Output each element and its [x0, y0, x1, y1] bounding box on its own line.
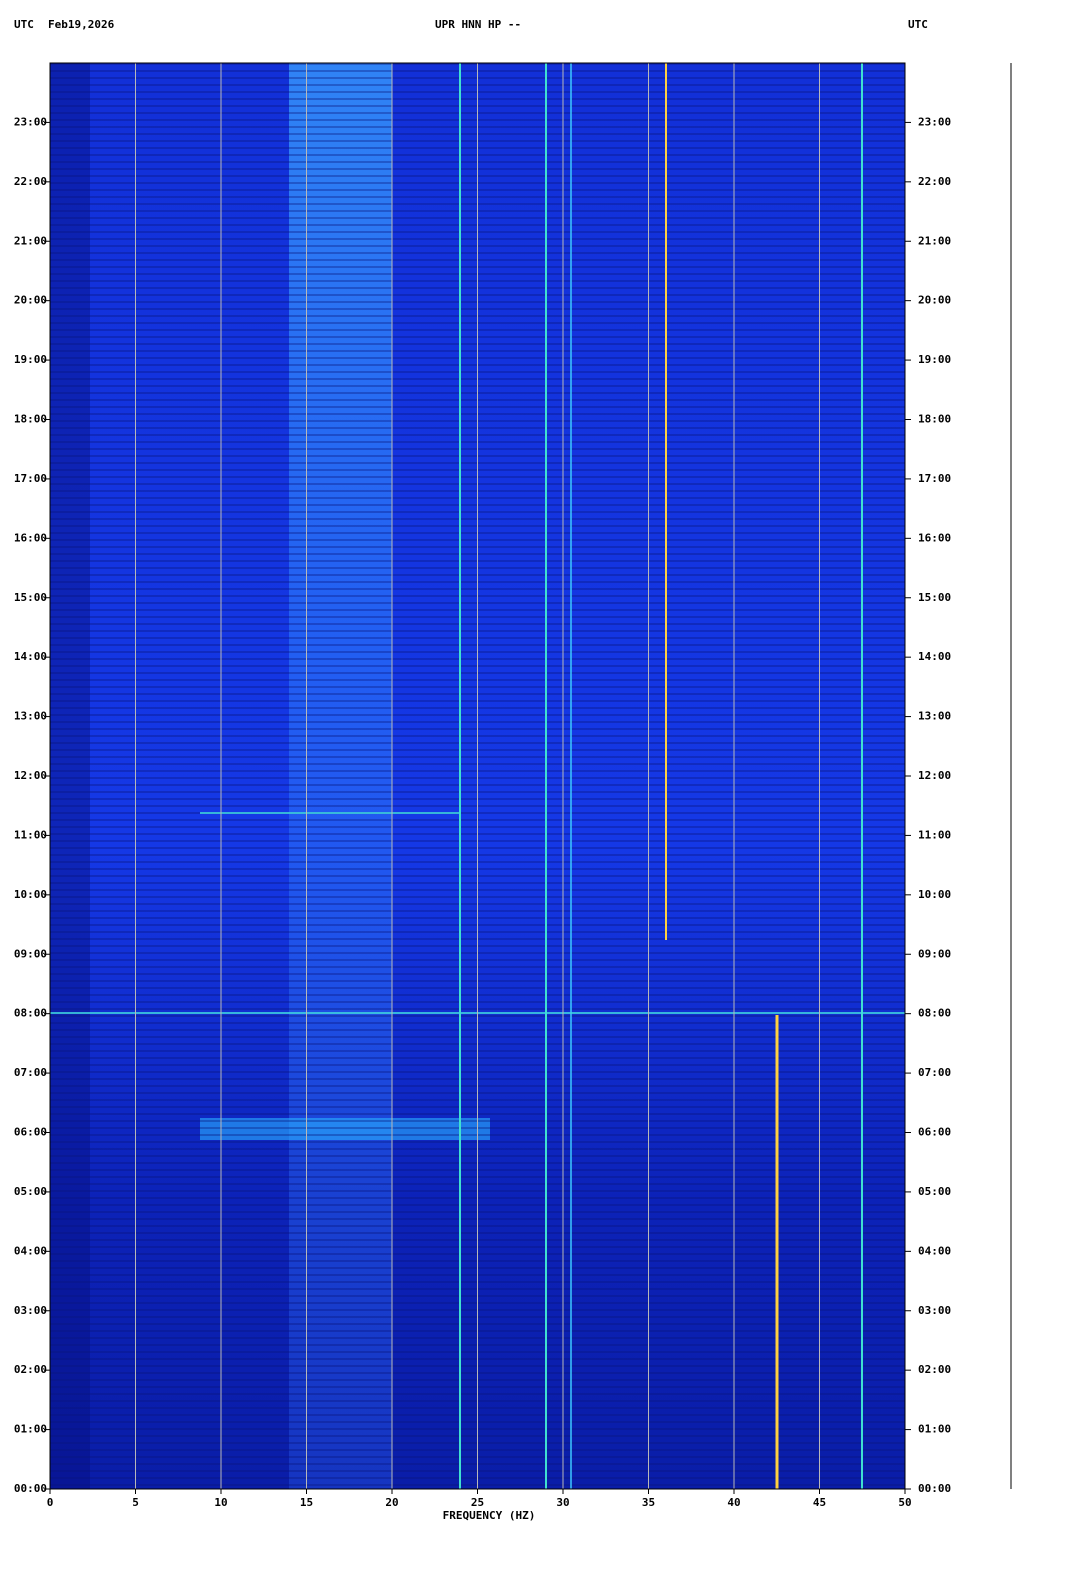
y-tick-label: 17:00 [14, 472, 47, 485]
spectrogram-image [49, 63, 906, 1489]
x-tick-label: 10 [214, 1496, 227, 1509]
y-tick-label: 04:00 [918, 1244, 951, 1257]
x-axis-label: FREQUENCY (HZ) [443, 1509, 536, 1522]
y-tick-label: 19:00 [14, 353, 47, 366]
x-tick-label: 50 [898, 1496, 911, 1509]
y-tick-label: 09:00 [14, 947, 47, 960]
y-tick-label: 11:00 [918, 828, 951, 841]
y-tick-label: 14:00 [14, 650, 47, 663]
y-tick-label: 15:00 [918, 591, 951, 604]
station: UPR HNN HP -- [435, 18, 521, 31]
y-tick-label: 12:00 [918, 769, 951, 782]
y-tick-label: 08:00 [14, 1007, 47, 1020]
y-tick-label: 20:00 [14, 294, 47, 307]
right-timezone: UTC [908, 18, 928, 31]
y-tick-label: 14:00 [918, 650, 951, 663]
y-tick-label: 10:00 [918, 888, 951, 901]
x-tick-label: 35 [642, 1496, 655, 1509]
y-tick-label: 21:00 [918, 234, 951, 247]
y-tick-label: 19:00 [918, 353, 951, 366]
y-tick-label: 13:00 [918, 710, 951, 723]
x-tick-label: 20 [385, 1496, 398, 1509]
y-tick-label: 23:00 [918, 115, 951, 128]
y-tick-label: 12:00 [14, 769, 47, 782]
y-tick-label: 02:00 [14, 1363, 47, 1376]
y-tick-label: 20:00 [918, 294, 951, 307]
x-tick-label: 30 [556, 1496, 569, 1509]
y-tick-label: 00:00 [918, 1482, 951, 1495]
x-tick-label: 0 [47, 1496, 54, 1509]
y-tick-label: 18:00 [918, 413, 951, 426]
y-tick-label: 07:00 [14, 1066, 47, 1079]
x-tick-label: 25 [471, 1496, 484, 1509]
x-tick-label: 5 [132, 1496, 139, 1509]
y-tick-label: 17:00 [918, 472, 951, 485]
x-tick-label: 45 [813, 1496, 826, 1509]
y-tick-label: 16:00 [918, 531, 951, 544]
y-tick-label: 23:00 [14, 115, 47, 128]
y-tick-label: 22:00 [918, 175, 951, 188]
y-tick-label: 07:00 [918, 1066, 951, 1079]
y-tick-label: 22:00 [14, 175, 47, 188]
y-tick-label: 18:00 [14, 413, 47, 426]
y-tick-label: 03:00 [14, 1304, 47, 1317]
y-tick-label: 06:00 [918, 1126, 951, 1139]
x-tick-label: 15 [300, 1496, 313, 1509]
y-tick-label: 21:00 [14, 234, 47, 247]
y-tick-label: 15:00 [14, 591, 47, 604]
y-tick-label: 11:00 [14, 828, 47, 841]
y-tick-label: 05:00 [918, 1185, 951, 1198]
y-tick-label: 05:00 [14, 1185, 47, 1198]
y-tick-label: 06:00 [14, 1126, 47, 1139]
date: Feb19,2026 [48, 18, 115, 31]
x-tick-label: 40 [727, 1496, 740, 1509]
y-tick-label: 02:00 [918, 1363, 951, 1376]
y-tick-label: 16:00 [14, 531, 47, 544]
y-tick-label: 04:00 [14, 1244, 47, 1257]
left-timezone: UTC [14, 18, 34, 31]
y-tick-label: 00:00 [14, 1482, 47, 1495]
y-tick-label: 13:00 [14, 710, 47, 723]
y-tick-label: 10:00 [14, 888, 47, 901]
y-tick-label: 09:00 [918, 947, 951, 960]
y-tick-label: 03:00 [918, 1304, 951, 1317]
y-tick-label: 08:00 [918, 1007, 951, 1020]
y-tick-label: 01:00 [14, 1423, 47, 1436]
y-tick-label: 01:00 [918, 1423, 951, 1436]
